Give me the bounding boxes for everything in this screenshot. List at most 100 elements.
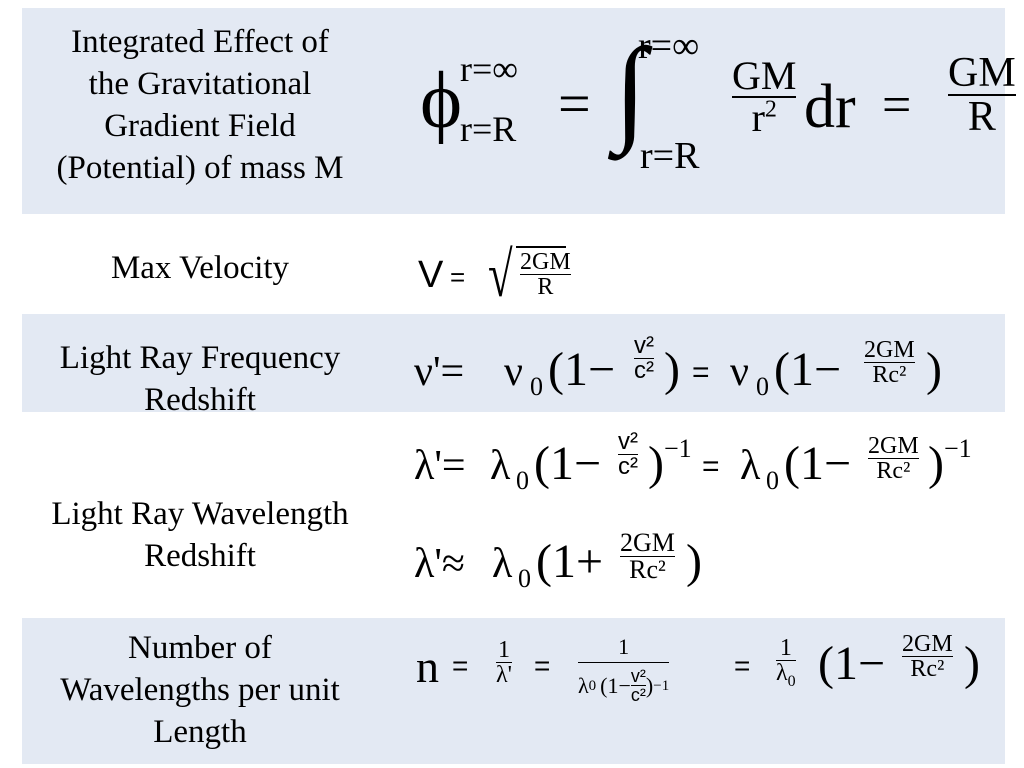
nu-zero-2: ν: [730, 349, 749, 395]
subscript-zero: 0: [766, 466, 779, 495]
numerator: 2GM: [868, 433, 919, 459]
subscript-zero: 0: [787, 672, 796, 690]
fraction-2gm-over-rc2: 2GM Rc²: [868, 434, 919, 483]
denominator: c²: [618, 453, 638, 480]
nu-prime-equals: ν'=: [414, 349, 465, 395]
equals-sign: =: [702, 450, 720, 483]
exponent-minus-one: −1: [664, 434, 692, 463]
denominator: c²: [630, 685, 646, 705]
subscript-zero: 0: [530, 372, 543, 401]
denominator: Rc²: [629, 555, 666, 584]
subscript-zero: 0: [756, 372, 769, 401]
row-potential: Integrated Effect of the Gravitational G…: [22, 8, 1016, 214]
lambda-zero-2: λ: [740, 443, 761, 489]
open-paren: (1−: [600, 672, 631, 698]
label-line: Length: [153, 713, 247, 750]
fraction-1-over-lambda-prime: 1 λ': [496, 638, 512, 687]
fraction-bar: [520, 274, 571, 275]
lambda-prime-equals: λ'=: [414, 443, 466, 489]
fraction-bar: [868, 458, 919, 459]
den-base: r: [751, 95, 765, 140]
equals-sign-2: =: [882, 77, 912, 134]
integral-lower-limit: r=R: [640, 135, 700, 177]
close-paren-final: ): [964, 637, 980, 690]
close-paren-2: ): [928, 437, 944, 490]
equals-sign: =: [558, 71, 591, 136]
label-frequency: Light Ray Frequency Redshift: [22, 338, 378, 422]
label-line: the Gravitational: [88, 65, 312, 102]
integral-upper-limit: r=∞: [638, 25, 700, 67]
fraction-gm-over-r: GM R: [948, 52, 1016, 138]
fraction-bar: [634, 358, 654, 359]
fraction-bar: [578, 662, 670, 663]
fraction-bar: [630, 685, 646, 686]
open-paren: (1−: [534, 437, 602, 490]
denominator: r2: [752, 98, 777, 138]
numerator: 2GM: [902, 631, 953, 657]
fraction-gm-over-r2: GM r2: [732, 53, 797, 138]
row-max-velocity: Max Velocity V = √ 2GM R: [22, 214, 1005, 314]
exponent-minus-one-2: −1: [944, 434, 972, 463]
numerator: GM: [732, 53, 797, 98]
open-paren: (1−: [548, 343, 616, 396]
phi-upper-limit: r=∞: [460, 49, 518, 89]
fraction-v2-over-c2: v² c²: [634, 334, 654, 383]
equals-sign: =: [450, 262, 466, 292]
den-exponent: 2: [764, 96, 777, 123]
subscript-zero: 0: [516, 466, 529, 495]
numerator: GM: [948, 50, 1016, 96]
close-paren: ): [664, 343, 680, 396]
phi-lower-limit: r=R: [460, 109, 517, 149]
numerator: 2GM: [520, 249, 571, 275]
open-paren-final: (1−: [818, 637, 886, 690]
numerator: 2GM: [620, 528, 675, 557]
fraction-v2-over-c2: v² c²: [618, 430, 638, 479]
close-paren: ): [645, 672, 654, 698]
phi-symbol: ϕ: [420, 57, 463, 145]
label-line: Light Ray Frequency: [59, 340, 341, 376]
dr-text: dr: [804, 73, 856, 141]
numerator: v²: [630, 666, 646, 686]
fraction-bar: [776, 660, 796, 661]
row-frequency-redshift: Light Ray Frequency Redshift ν'= ν 0 (1−…: [22, 314, 1005, 418]
lambda-symbol: λ: [776, 660, 788, 686]
lambda-symbol: λ: [578, 672, 589, 698]
fraction-v2-over-c2: v² c²: [630, 666, 646, 705]
formula-potential: ϕ r=∞ r=R = ∫ r=∞ r=R GM r2 dr = GM R: [392, 8, 1016, 214]
numerator: v²: [634, 332, 654, 359]
open-paren-3: (1+: [536, 535, 604, 588]
fraction-bar: [618, 454, 638, 455]
label-number: Number of Wavelengths per unit Length: [22, 628, 378, 754]
numerator: v²: [618, 428, 638, 455]
label-line: Wavelengths per unit: [60, 671, 340, 708]
subscript-zero: 0: [518, 564, 531, 593]
fraction-2gm-over-r: 2GM R: [520, 250, 571, 299]
denominator: Rc²: [872, 362, 907, 388]
fraction-bar: [620, 556, 675, 557]
numerator: 2GM: [864, 337, 915, 363]
fraction-bar: [864, 362, 915, 363]
numerator: 1: [779, 635, 792, 661]
fraction-bar: [948, 94, 1016, 96]
denominator: λ0: [776, 660, 796, 689]
fraction-1-over-lambda0: 1 λ0: [776, 635, 796, 689]
radical-overline: [516, 246, 566, 248]
close-paren: ): [648, 437, 664, 490]
label-line: Light Ray Wavelength: [51, 496, 349, 532]
label-line: Number of: [128, 630, 272, 666]
open-paren-2: (1−: [784, 437, 852, 490]
label-line: Integrated Effect of: [71, 24, 329, 60]
close-paren-2: ): [926, 343, 942, 396]
nu-zero: ν: [504, 349, 523, 395]
numerator: 1: [497, 637, 510, 663]
row-wavelength-redshift: Light Ray Wavelength Redshift λ'= λ 0 (1…: [22, 412, 1005, 618]
label-line: Redshift: [144, 381, 256, 418]
equals-sign-2: =: [534, 650, 551, 681]
formula-frequency: ν'= ν 0 (1− v² c² ) = ν 0 (1− 2GM Rc² ): [392, 314, 1005, 412]
lambda-zero-3: λ: [492, 541, 513, 587]
fraction-bar: [902, 656, 953, 657]
formula-wavelength: λ'= λ 0 (1− v² c² ) −1 = λ 0 (1− 2GM Rc²…: [392, 412, 1005, 618]
